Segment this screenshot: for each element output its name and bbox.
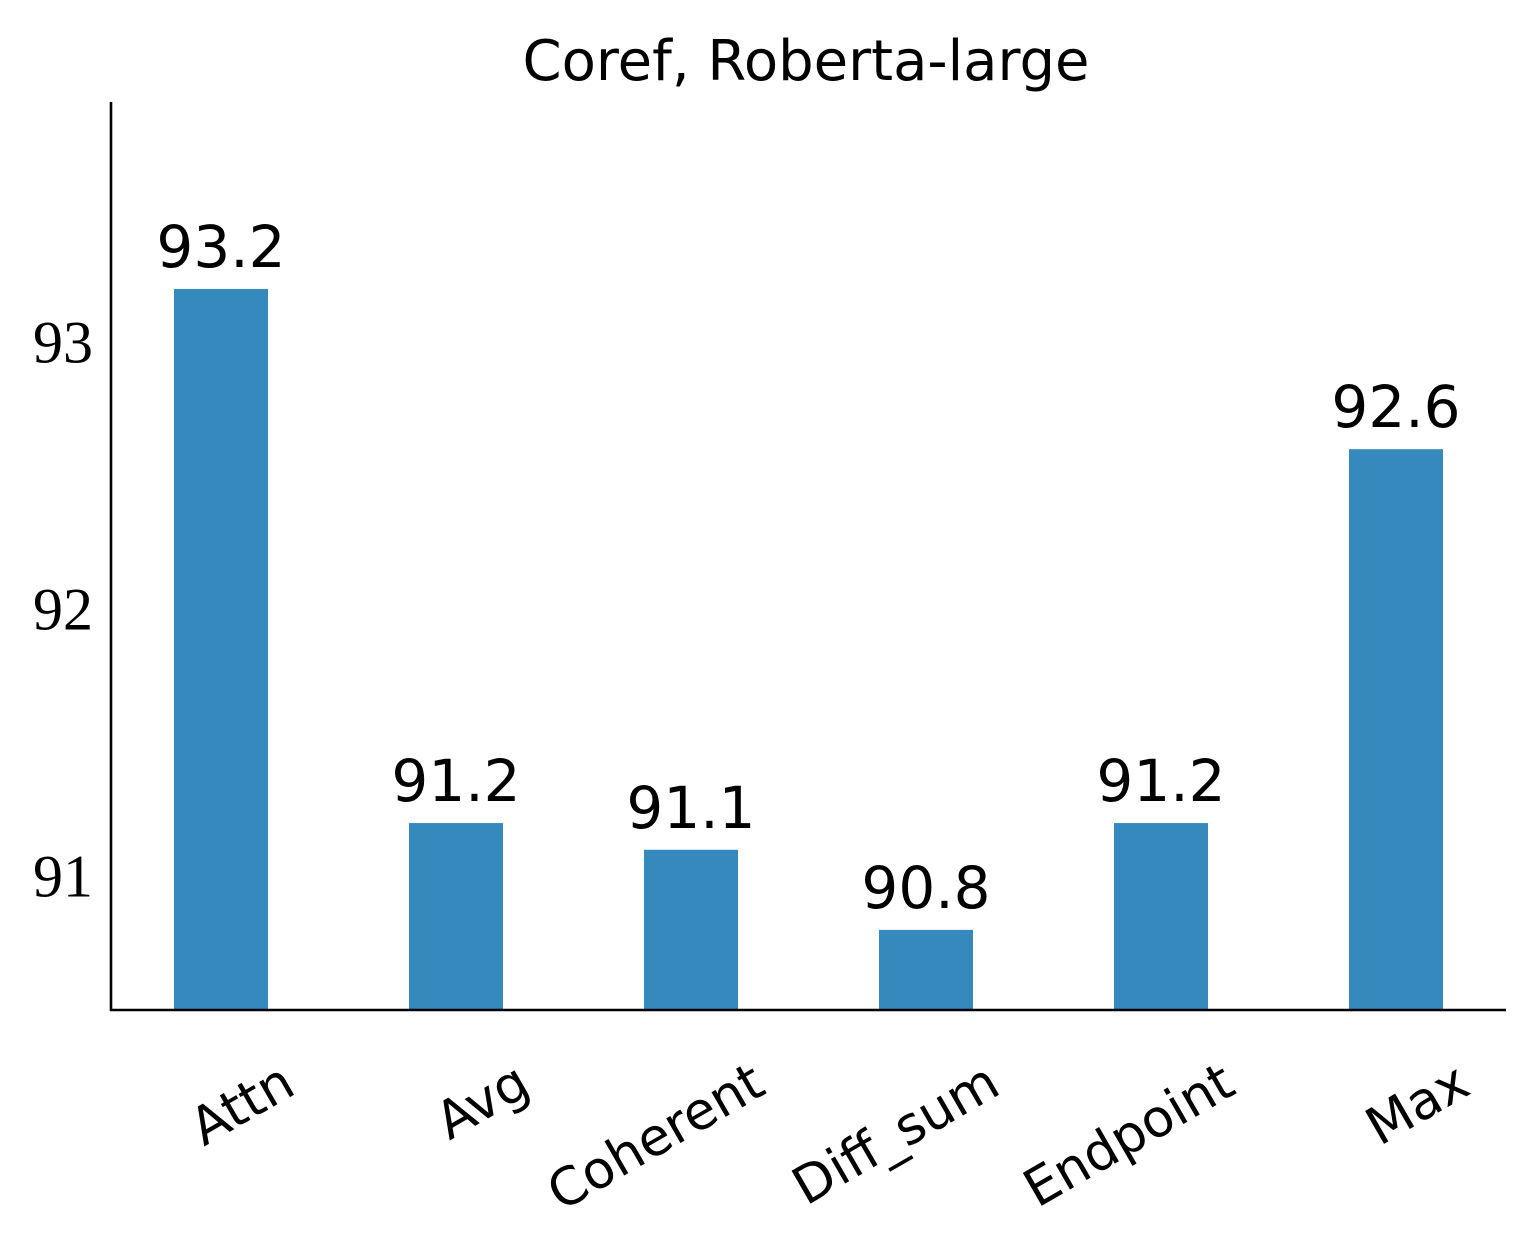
x-tick-label-attn: Attn — [180, 1052, 304, 1158]
chart-title: Coref, Roberta-large — [523, 29, 1090, 94]
bar-attn — [174, 288, 268, 1010]
y-tick-label-92: 92 — [33, 576, 93, 642]
bar-diff-sum — [879, 929, 973, 1010]
value-label-attn: 93.2 — [156, 213, 285, 281]
value-labels-layer: 93.2 91.2 91.1 90.8 91.2 92.6 — [156, 213, 1460, 922]
x-tick-label-avg: Avg — [426, 1052, 539, 1152]
y-tick-label-93: 93 — [33, 309, 93, 375]
y-tick-label-91: 91 — [33, 843, 93, 909]
bar-avg — [409, 823, 503, 1010]
value-label-diff-sum: 90.8 — [861, 854, 990, 922]
value-label-endpoint: 91.2 — [1096, 747, 1225, 815]
x-tick-label-endpoint: Endpoint — [1014, 1052, 1244, 1220]
bar-coherent — [644, 849, 738, 1010]
value-label-avg: 91.2 — [391, 747, 520, 815]
bar-max — [1349, 449, 1443, 1010]
bar-endpoint — [1114, 823, 1208, 1010]
value-label-max: 92.6 — [1331, 373, 1460, 441]
x-tick-label-diff-sum: Diff_sum — [783, 1052, 1010, 1217]
value-label-coherent: 91.1 — [626, 774, 755, 842]
y-axis-ticks: 91 92 93 — [33, 309, 93, 909]
bars-layer — [174, 288, 1443, 1010]
x-tick-label-coherent: Coherent — [538, 1052, 775, 1223]
x-tick-label-max: Max — [1356, 1052, 1479, 1158]
